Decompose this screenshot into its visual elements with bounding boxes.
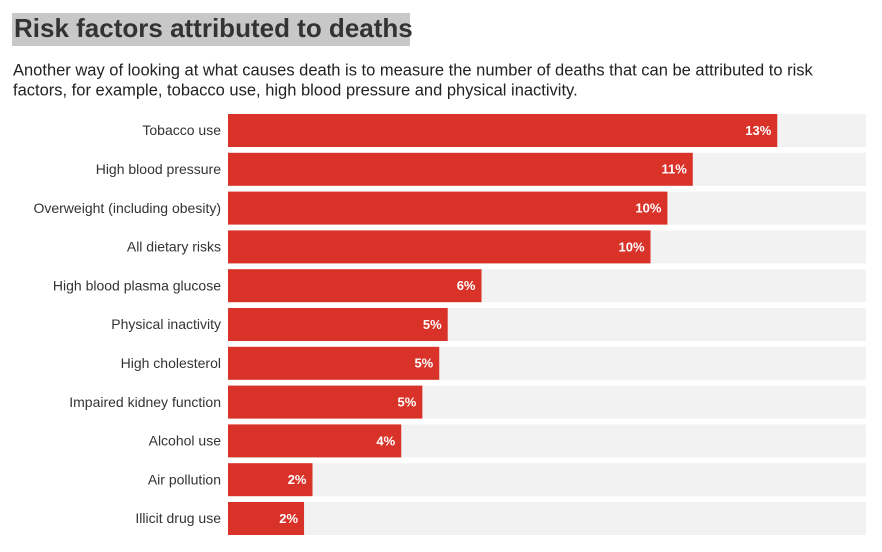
bar-track <box>228 502 866 535</box>
bar <box>228 152 693 186</box>
bar <box>228 191 668 225</box>
category-label: High blood plasma glucose <box>53 277 221 293</box>
value-label: 2% <box>279 511 298 526</box>
value-label: 13% <box>745 123 771 138</box>
value-label: 11% <box>661 162 687 177</box>
category-label: Overweight (including obesity) <box>33 200 221 216</box>
bar <box>228 385 423 419</box>
category-label: High blood pressure <box>96 161 222 177</box>
value-label: 10% <box>618 239 644 254</box>
value-label: 2% <box>288 472 307 487</box>
subtitle: factors, for example, tobacco use, high … <box>13 81 578 99</box>
subtitle: Another way of looking at what causes de… <box>13 61 814 79</box>
bar <box>228 463 313 497</box>
value-label: 10% <box>635 201 661 216</box>
chart-title: Risk factors attributed to deaths <box>14 13 413 43</box>
category-label: Alcohol use <box>149 433 222 449</box>
category-label: Impaired kidney function <box>69 394 221 410</box>
value-label: 4% <box>376 433 395 448</box>
bar <box>228 308 448 341</box>
category-label: All dietary risks <box>127 239 221 255</box>
bar <box>228 502 305 535</box>
value-label: 6% <box>457 278 476 293</box>
value-label: 5% <box>398 395 417 410</box>
bar <box>228 269 482 303</box>
bar <box>228 230 651 264</box>
value-label: 5% <box>423 317 442 332</box>
bar-track <box>228 463 866 497</box>
value-label: 5% <box>414 356 433 371</box>
bar <box>228 424 402 458</box>
category-label: Air pollution <box>148 471 221 487</box>
category-label: High cholesterol <box>121 355 221 371</box>
category-label: Physical inactivity <box>111 316 221 332</box>
category-label: Tobacco use <box>142 122 221 138</box>
category-label: Illicit drug use <box>135 510 221 526</box>
title-highlight <box>12 13 410 46</box>
bar <box>228 346 440 380</box>
bar <box>228 114 778 147</box>
